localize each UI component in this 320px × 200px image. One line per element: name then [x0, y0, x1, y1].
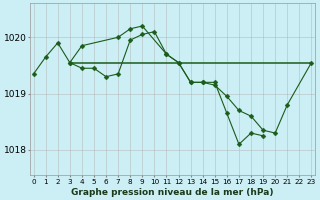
X-axis label: Graphe pression niveau de la mer (hPa): Graphe pression niveau de la mer (hPa) [71, 188, 274, 197]
